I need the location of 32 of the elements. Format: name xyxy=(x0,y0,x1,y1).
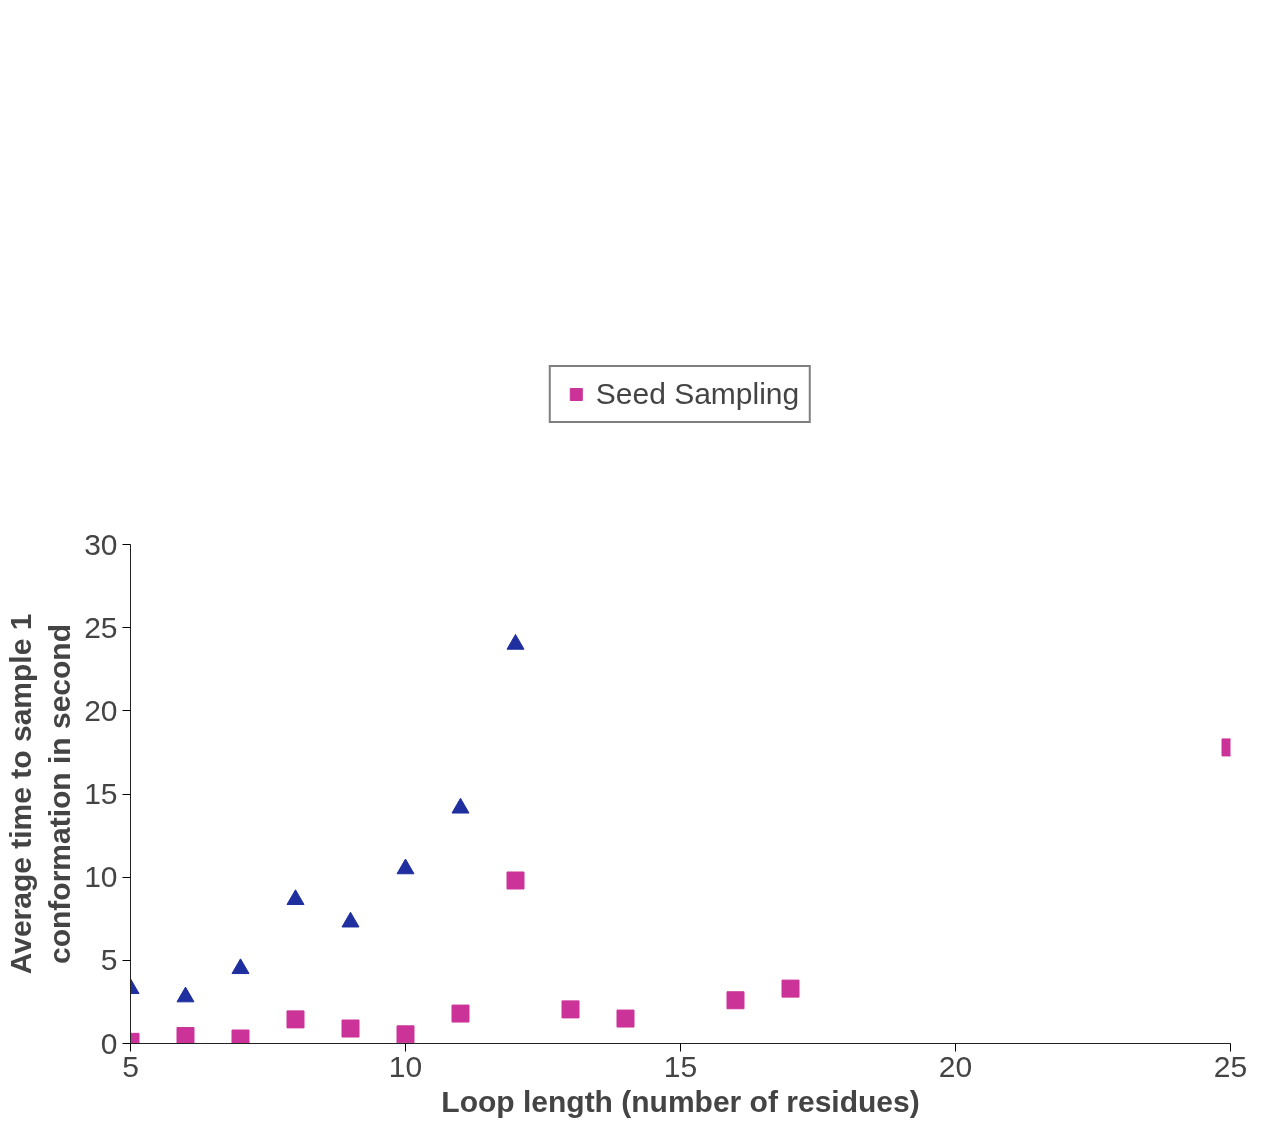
point xyxy=(341,1019,360,1038)
point xyxy=(396,858,415,875)
x-tick-label: 25 xyxy=(1213,1049,1248,1083)
y-tick-label: 25 xyxy=(84,610,118,644)
legend-label: Seed Sampling xyxy=(595,376,800,411)
point xyxy=(286,1010,305,1029)
point xyxy=(341,911,360,928)
y-tick-label: 0 xyxy=(100,1026,118,1060)
point xyxy=(726,991,745,1010)
point xyxy=(616,1009,635,1028)
point xyxy=(506,871,525,890)
point xyxy=(231,958,250,975)
point xyxy=(561,1000,580,1019)
y-axis-title: Average time to sample 1 conformation in second xyxy=(3,613,77,975)
point xyxy=(396,1025,415,1044)
point xyxy=(451,1004,470,1023)
y-tick-label: 30 xyxy=(84,527,118,561)
x-axis-title: Loop length (number of residues) xyxy=(441,1084,920,1118)
point xyxy=(176,986,195,1003)
point xyxy=(451,797,470,814)
x-tick-label: 5 xyxy=(122,1049,139,1083)
point xyxy=(286,889,305,906)
y-tick-label: 15 xyxy=(84,777,118,810)
x-tick-label: 10 xyxy=(388,1049,423,1083)
y-tick-label: 10 xyxy=(84,860,118,894)
x-tick-label: 15 xyxy=(663,1049,698,1083)
point xyxy=(781,979,800,998)
point xyxy=(506,633,525,650)
y-tick-label: 5 xyxy=(100,943,118,977)
y-tick-label: 20 xyxy=(84,693,118,727)
point xyxy=(176,1027,195,1044)
x-tick-label: 20 xyxy=(938,1049,973,1083)
